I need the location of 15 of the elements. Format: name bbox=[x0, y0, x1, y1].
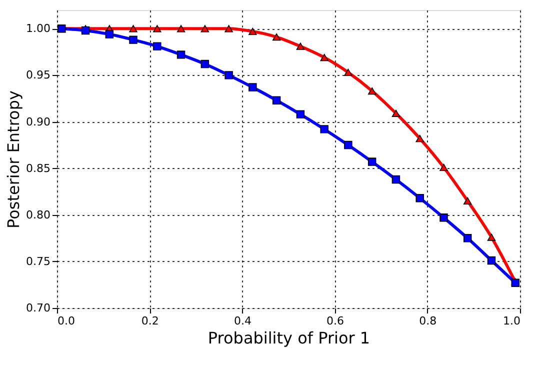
x-tick-label: 0.6 bbox=[326, 314, 344, 328]
x-tick-label: 1.0 bbox=[503, 314, 520, 328]
y-tick-label: 0.90 bbox=[26, 115, 50, 128]
y-tick-label: 0.75 bbox=[26, 254, 50, 268]
y-tick-label: 0.80 bbox=[26, 208, 50, 222]
x-tick-label: 0.2 bbox=[141, 314, 159, 328]
x-tick-label: 0.8 bbox=[419, 314, 437, 328]
y-tick-label: 1.00 bbox=[26, 22, 50, 36]
y-tick-label: 0.85 bbox=[26, 162, 50, 175]
y-tick-label: 0.95 bbox=[26, 68, 50, 82]
x-tick-label: 0.4 bbox=[234, 314, 252, 328]
y-tick-label: 0.70 bbox=[26, 302, 50, 314]
y-axis-title: Posterior Entropy bbox=[4, 90, 24, 228]
x-tick-label: 0.0 bbox=[58, 314, 75, 328]
x-axis-title: Probability of Prior 1 bbox=[208, 328, 370, 348]
